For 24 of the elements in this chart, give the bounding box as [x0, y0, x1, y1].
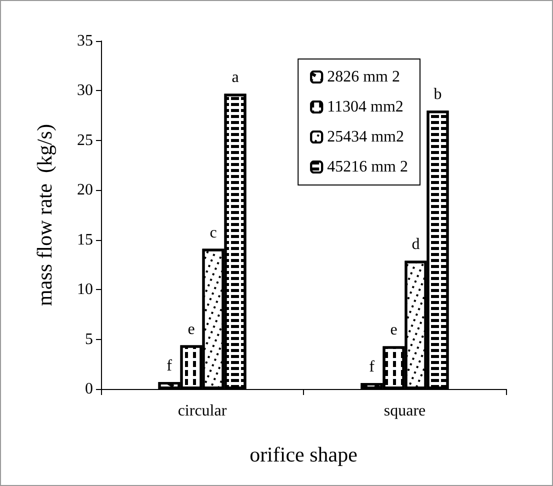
x-tick-label: circular — [178, 402, 228, 420]
y-tick-label: 20 — [77, 182, 93, 199]
y-axis-title: mass flow rate (kg/s) — [32, 124, 56, 306]
data-label: d — [412, 236, 420, 254]
data-label: f — [369, 358, 376, 376]
data-label: e — [390, 322, 398, 339]
y-tick-label: 35 — [77, 32, 93, 50]
data-label: e — [188, 320, 195, 338]
y-tick-label: 10 — [77, 281, 93, 298]
data-label: c — [210, 224, 217, 242]
y-tick-label: 25 — [77, 132, 93, 149]
data-label: f — [166, 358, 173, 375]
y-tick-label: 15 — [77, 231, 93, 248]
x-tick-label: square — [384, 402, 426, 420]
data-label: b — [434, 86, 442, 104]
y-tick-label: 5 — [85, 330, 93, 348]
y-tick-label: 0 — [85, 380, 93, 398]
data-label: a — [232, 69, 239, 86]
legend-label: 11304 mm2 — [327, 98, 404, 116]
y-tick-label: 30 — [77, 82, 93, 100]
legend-label: 25434 mm2 — [327, 128, 404, 146]
legend-label: 45216 mm 2 — [327, 158, 408, 176]
x-axis-title: orifice shape — [250, 442, 358, 466]
legend-label: 2826 mm 2 — [327, 68, 400, 86]
